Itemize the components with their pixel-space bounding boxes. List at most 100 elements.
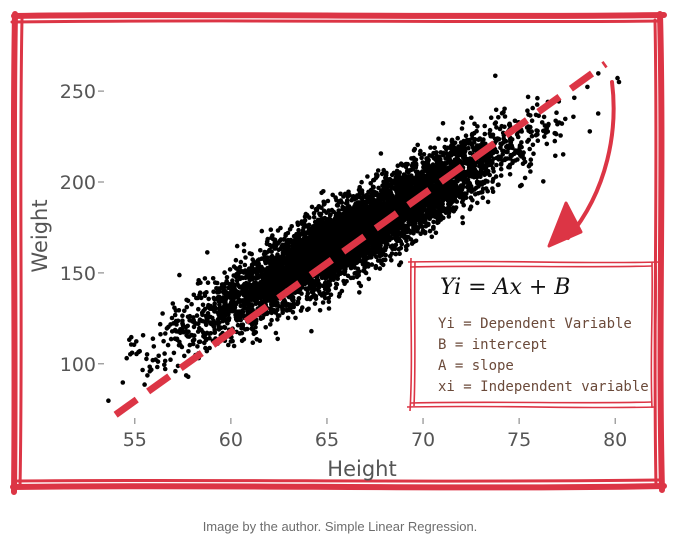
scatter-point: [186, 349, 191, 354]
scatter-point: [327, 279, 333, 284]
scatter-point: [204, 290, 209, 295]
scatter-point: [224, 275, 230, 280]
scatter-point: [365, 174, 370, 179]
scatter-point: [530, 142, 536, 148]
scatter-point: [560, 152, 566, 157]
scatter-point: [454, 199, 460, 204]
scatter-point: [433, 209, 438, 215]
scatter-point: [499, 111, 505, 116]
scatter-point: [231, 264, 237, 269]
scatter-point: [431, 219, 436, 225]
scatter-point: [403, 244, 409, 249]
scatter-point: [541, 128, 546, 134]
scatter-point: [211, 289, 216, 295]
x-tick-label: 75: [507, 429, 531, 451]
scatter-point: [306, 222, 312, 228]
scatter-point: [241, 337, 247, 342]
scatter-point: [535, 95, 540, 101]
scatter-point: [227, 267, 233, 272]
scatter-point: [369, 262, 375, 267]
scatter-point: [585, 84, 590, 90]
scatter-point: [206, 296, 211, 302]
scatter-point: [226, 342, 231, 348]
scatter-point: [168, 336, 174, 342]
scatter-point: [411, 185, 417, 191]
scatter-point: [205, 280, 211, 286]
scatter-point: [212, 330, 218, 335]
scatter-point: [273, 303, 279, 308]
scatter-point: [389, 251, 395, 256]
scatter-point: [544, 141, 550, 147]
scatter-point: [531, 151, 536, 156]
scatter-point: [494, 162, 499, 168]
scatter-point: [572, 95, 577, 101]
scatter-point: [404, 247, 409, 253]
scatter-point: [521, 156, 527, 161]
scatter-point: [162, 366, 168, 372]
scatter-point: [276, 313, 282, 318]
scatter-point: [327, 282, 333, 288]
scatter-point: [207, 345, 212, 351]
scatter-point: [211, 295, 217, 301]
outer-frame: [10, 11, 667, 495]
scatter-point: [250, 266, 256, 272]
scatter-point: [471, 130, 477, 136]
scatter-point: [197, 290, 203, 296]
scatter-point: [459, 199, 465, 205]
scatter-point: [321, 189, 326, 194]
scatter-point: [320, 300, 326, 305]
scatter-point: [393, 251, 399, 257]
scatter-point: [155, 364, 160, 370]
scatter-point: [475, 200, 480, 206]
scatter-point: [428, 145, 433, 150]
scatter-point: [498, 166, 504, 172]
scatter-point: [526, 128, 531, 133]
scatter-point: [320, 283, 326, 289]
scatter-point: [222, 325, 228, 331]
scatter-point: [615, 75, 620, 81]
scatter-point: [265, 255, 270, 260]
scatter-point: [526, 137, 532, 143]
scatter-point: [299, 291, 304, 296]
scatter-point: [262, 259, 268, 264]
scatter-point: [408, 237, 414, 242]
scatter-point: [147, 369, 153, 374]
scatter-point: [587, 129, 593, 134]
scatter-point: [197, 317, 203, 323]
scatter-point: [395, 163, 401, 168]
scatter-point: [558, 133, 563, 138]
scatter-point: [330, 192, 336, 198]
scatter-point: [391, 179, 397, 185]
scatter-point: [336, 208, 342, 213]
scatter-point: [363, 270, 369, 276]
scatter-point: [373, 263, 379, 269]
scatter-point: [429, 234, 435, 240]
scatter-point: [309, 328, 314, 334]
scatter-point: [171, 350, 177, 356]
scatter-point: [305, 307, 310, 313]
scatter-point: [275, 259, 280, 264]
scatter-point: [165, 342, 171, 348]
scatter-point: [507, 172, 513, 177]
scatter-point: [529, 118, 535, 123]
scatter-point: [333, 285, 339, 291]
scatter-point: [202, 340, 207, 346]
scatter-point: [259, 228, 265, 234]
scatter-point: [421, 152, 427, 157]
scatter-point: [354, 274, 360, 280]
scatter-point: [326, 306, 332, 311]
scatter-point: [475, 191, 481, 196]
scatter-point: [197, 339, 203, 345]
scatter-point: [144, 352, 150, 357]
scatter-point: [482, 131, 488, 137]
scatter-point: [553, 153, 558, 159]
scatter-point: [239, 330, 245, 336]
scatter-point: [472, 121, 477, 127]
scatter-point: [229, 288, 234, 294]
scatter-point: [131, 342, 137, 348]
scatter-point: [269, 310, 275, 316]
scatter-point: [234, 278, 240, 284]
y-tick-label: 200: [60, 172, 96, 194]
scatter-point: [205, 250, 210, 255]
